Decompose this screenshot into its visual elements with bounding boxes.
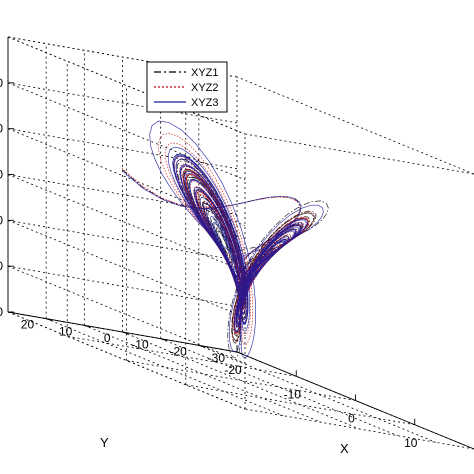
y-tick-mark-5	[46, 318, 53, 322]
floor-grid-y-1	[198, 344, 436, 443]
legend: XYZ1 XYZ2 XYZ3	[146, 61, 228, 113]
y-tick-mark-2	[160, 338, 167, 342]
legend-label-xyz2: XYZ2	[191, 82, 219, 94]
floor-grid-y-4	[84, 324, 322, 423]
left-wall-hgrid-1	[7, 265, 238, 307]
grid-layer	[7, 36, 474, 450]
left-wall-hgrid-5	[7, 82, 238, 124]
left-wall-hgrid-3	[7, 174, 238, 215]
legend-label-xyz1: XYZ1	[191, 67, 219, 79]
legend-box	[146, 61, 228, 113]
y-tick-label-2: -10	[131, 338, 149, 352]
y-tick-label-3: 0	[104, 331, 111, 345]
x-tick-label-2: 0	[348, 412, 355, 426]
x-tick-label-0: -20	[224, 363, 242, 377]
x-axis-label: X	[340, 441, 349, 456]
x-tick-label-1: -10	[284, 387, 302, 401]
top-edge-2	[244, 133, 474, 175]
y-tick-mark-1	[198, 344, 205, 348]
floor-grid-x-1	[67, 335, 297, 377]
left-wall-hgrid-2	[7, 219, 238, 261]
floor-grid-x-3	[185, 384, 415, 426]
left-wall-hgrid-4	[7, 128, 238, 170]
y-axis-label: Y	[100, 435, 109, 450]
y-tick-label-4: 10	[59, 324, 73, 338]
y-tick-label-0: -30	[208, 351, 226, 365]
z-tick-label-4: 40	[0, 122, 3, 136]
y-tick-mark-0	[236, 351, 244, 355]
floor-grid-y-5	[46, 318, 284, 417]
z-tick-label-1: 10	[0, 259, 3, 273]
top-edge-3	[236, 76, 474, 175]
floor-grid-y-2	[160, 338, 398, 437]
series-line-xyz3	[122, 120, 324, 358]
z-tick-label-0: 0	[0, 305, 3, 319]
top-edge-0	[7, 36, 238, 78]
x-tick-label-3: 10	[404, 436, 418, 450]
y-tick-label-1: -20	[169, 344, 187, 358]
floor-grid-x-2	[126, 360, 356, 401]
y-tick-mark-3	[122, 331, 129, 335]
y-tick-label-5: 20	[21, 318, 35, 332]
y-tick-mark-4	[84, 324, 91, 328]
legend-label-xyz3: XYZ3	[191, 97, 219, 109]
z-tick-label-2: 20	[0, 213, 3, 227]
trajectory-layer	[121, 120, 329, 359]
z-tick-label-3: 30	[0, 168, 3, 182]
z-tick-label-5: 50	[0, 76, 3, 90]
